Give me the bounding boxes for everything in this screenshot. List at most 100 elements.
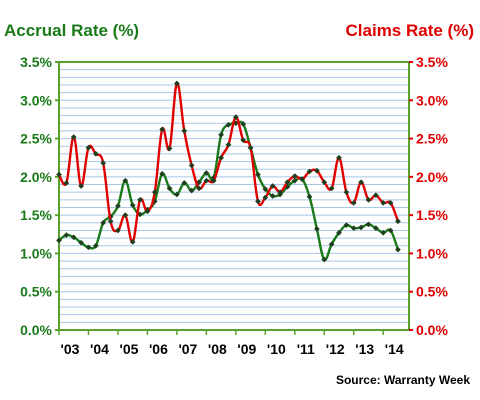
data-point-accrual — [173, 191, 180, 198]
data-point-accrual — [269, 193, 276, 199]
data-point-claims — [92, 150, 99, 157]
series-layer — [56, 80, 401, 263]
left-tick-label: 2.5% — [20, 131, 52, 147]
data-point-accrual — [358, 224, 365, 231]
data-point-accrual — [63, 232, 70, 239]
data-point-accrual — [129, 202, 136, 209]
right-tick-label: 1.0% — [416, 245, 448, 261]
data-point-claims — [181, 127, 188, 134]
right-tick-label: 3.5% — [416, 54, 448, 70]
plot-frame — [58, 61, 410, 331]
data-point-claims — [63, 180, 70, 186]
data-point-claims — [380, 199, 387, 206]
data-point-accrual — [92, 242, 99, 249]
x-tick-label: '09 — [237, 341, 256, 357]
x-tick-label: '03 — [61, 341, 80, 357]
data-point-accrual — [56, 237, 62, 244]
x-axis: '03 '04 '05 '06 '07 '08 '09 '10 '11 '12 '13 '14 — [58, 330, 404, 357]
data-point-claims — [321, 179, 328, 186]
right-tick-label: 3.0% — [416, 92, 448, 108]
data-point-claims — [151, 189, 158, 196]
left-tick-label: 0.5% — [20, 284, 52, 300]
data-point-claims — [291, 173, 298, 180]
x-tick-label: '06 — [149, 341, 168, 357]
data-point-claims — [203, 177, 210, 184]
right-tick-label: 2.0% — [416, 169, 448, 185]
data-point-claims — [166, 145, 173, 152]
data-point-accrual — [387, 227, 394, 234]
data-point-accrual — [203, 170, 210, 176]
data-point-accrual — [372, 225, 379, 232]
data-point-claims — [210, 177, 217, 184]
data-point-accrual — [70, 234, 77, 241]
data-point-accrual — [78, 239, 85, 246]
data-point-claims — [372, 192, 379, 199]
data-point-accrual — [380, 229, 387, 236]
data-point-claims — [277, 189, 284, 196]
x-tick-label: '08 — [208, 341, 227, 357]
data-point-claims — [284, 179, 291, 186]
data-point-accrual — [181, 180, 188, 186]
title-left: Accrual Rate (%) — [4, 21, 139, 40]
data-point-claims — [313, 167, 320, 174]
data-point-claims — [85, 144, 92, 151]
data-point-claims — [232, 114, 239, 121]
data-point-accrual — [85, 244, 92, 251]
data-point-accrual — [225, 121, 232, 128]
data-point-claims — [299, 176, 306, 183]
data-point-accrual — [343, 222, 350, 229]
data-point-accrual — [240, 121, 247, 127]
right-tick-label: 0.5% — [416, 284, 448, 300]
data-point-claims — [56, 171, 62, 178]
source-note: Source: Warranty Week — [336, 373, 470, 387]
data-point-claims — [350, 199, 357, 206]
data-point-accrual — [291, 177, 298, 184]
data-point-accrual — [321, 256, 328, 263]
gridlines — [59, 69, 409, 323]
data-point-accrual — [100, 219, 107, 226]
x-tick-label: '07 — [178, 341, 197, 357]
data-point-accrual — [218, 131, 225, 138]
data-point-claims — [387, 199, 394, 206]
data-point-claims — [70, 134, 77, 140]
left-tick-label: 0.0% — [20, 322, 52, 338]
data-point-claims — [100, 160, 107, 167]
right-tick-label: 0.0% — [416, 322, 448, 338]
data-point-claims — [343, 189, 350, 196]
x-tick-label: '04 — [90, 341, 109, 357]
data-point-claims — [188, 162, 195, 169]
data-point-claims — [394, 218, 401, 225]
data-point-accrual — [166, 185, 173, 192]
x-tick-label: '14 — [385, 341, 404, 357]
left-tick-label: 1.5% — [20, 207, 52, 223]
right-tick-label: 2.5% — [416, 131, 448, 147]
data-point-accrual — [254, 171, 261, 178]
data-point-accrual — [306, 193, 313, 200]
data-point-accrual — [350, 225, 357, 232]
data-point-claims — [336, 154, 342, 161]
right-axis: 0.0% 0.5% 1.0% 1.5% 2.0% 2.5% 3.0% 3.5% — [409, 54, 448, 338]
data-point-claims — [173, 80, 180, 87]
data-point-claims — [225, 141, 232, 148]
data-point-accrual — [122, 177, 129, 184]
left-tick-label: 3.0% — [20, 92, 52, 108]
data-point-claims — [107, 218, 114, 225]
data-point-accrual — [365, 221, 372, 228]
data-point-accrual — [336, 229, 342, 236]
data-point-claims — [122, 212, 129, 219]
data-point-accrual — [394, 246, 401, 253]
data-point-claims — [218, 154, 225, 161]
data-point-claims — [328, 185, 335, 192]
left-tick-label: 2.0% — [20, 169, 52, 185]
x-tick-label: '12 — [326, 341, 345, 357]
data-point-accrual — [313, 225, 320, 232]
series-line-claims — [57, 82, 400, 244]
left-tick-label: 3.5% — [20, 54, 52, 70]
right-tick-label: 1.5% — [416, 207, 448, 223]
data-point-accrual — [159, 170, 166, 177]
x-tick-label: '11 — [297, 341, 315, 357]
left-tick-label: 1.0% — [20, 245, 52, 261]
data-point-claims — [247, 144, 254, 151]
data-point-accrual — [114, 203, 121, 209]
